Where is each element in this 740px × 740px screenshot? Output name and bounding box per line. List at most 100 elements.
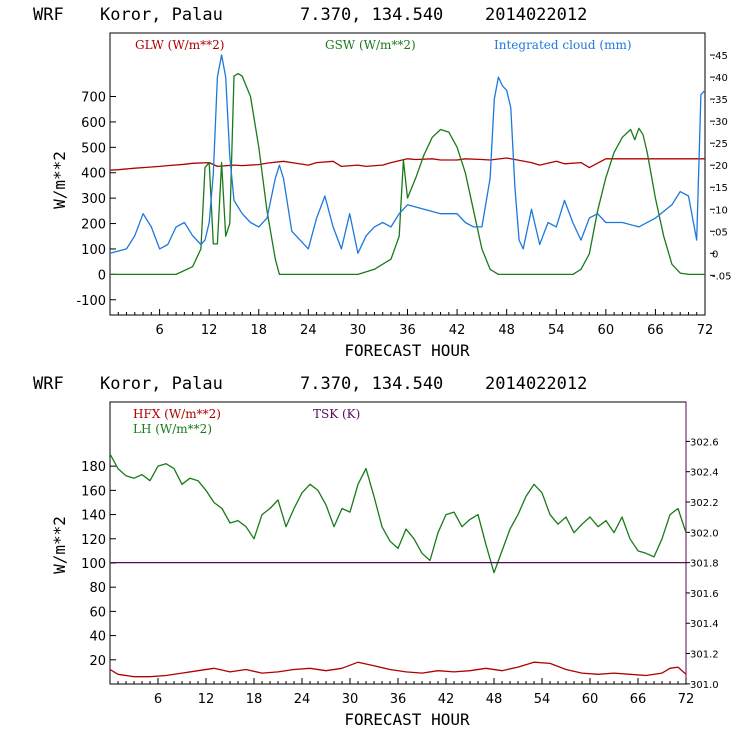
panel2-frame — [109, 401, 687, 685]
right-tick-label: .20 — [712, 161, 728, 172]
series-glw-line — [109, 157, 705, 171]
panel2-legend: HFX (W/m**2) LH (W/m**2) TSK (K) — [133, 407, 360, 436]
x-tick-label: 6 — [154, 692, 162, 707]
y-tick-label: 40 — [89, 630, 106, 645]
y-tick-label: 60 — [89, 605, 106, 620]
panel1-series — [109, 54, 706, 276]
x-tick-label: 54 — [534, 692, 551, 707]
right-tick-label: .05 — [712, 227, 728, 238]
right-tick-label: .10 — [712, 205, 728, 216]
y-tick-label: 180 — [81, 460, 106, 475]
x-tick-label: 12 — [201, 323, 218, 338]
x-tick-label: 18 — [250, 323, 267, 338]
right-tick-label: .35 — [712, 95, 728, 106]
panel2-xlabel: FORECAST HOUR — [344, 710, 470, 729]
y-tick-label: 200 — [81, 218, 106, 233]
right-tick-label: .45 — [712, 51, 728, 62]
x-tick-label: 12 — [198, 692, 215, 707]
right-tick-label: 301.2 — [690, 650, 719, 661]
right-tick-label: 302.4 — [690, 468, 719, 479]
right-tick-label: .15 — [712, 183, 728, 194]
legend-gsw: GSW (W/m**2) — [325, 38, 416, 52]
panel1-coords: 7.370, 134.540 — [300, 5, 443, 25]
legend-hfx: HFX (W/m**2) — [133, 407, 221, 421]
x-tick-label: 18 — [246, 692, 263, 707]
panel2-x-ticks: 6 12 18 24 30 36 42 48 54 60 66 72 — [117, 678, 695, 707]
panel2-model: WRF — [33, 374, 64, 394]
right-tick-label: 301.4 — [690, 619, 719, 630]
y-tick-label: 160 — [81, 484, 106, 499]
panel1-right-ticks: -.05 0 .05 .10 .15 .20 .25 .30 .35 .40 .45 — [710, 51, 732, 282]
x-tick-label: 24 — [300, 323, 317, 338]
x-tick-label: 60 — [582, 692, 599, 707]
panel1-x-ticks: 6 12 18 24 30 36 42 48 54 60 66 72 — [117, 309, 714, 338]
right-tick-label: .30 — [712, 117, 728, 128]
radiation-cloud-panel: WRF Koror, Palau 7.370, 134.540 20140220… — [33, 5, 732, 360]
panel2-coords: 7.370, 134.540 — [300, 374, 443, 394]
panel2-ylabel: W/m**2 — [50, 516, 69, 574]
series-hfx-line — [109, 661, 687, 678]
y-tick-label: 100 — [81, 557, 106, 572]
x-tick-label: 66 — [630, 692, 647, 707]
x-tick-label: 72 — [697, 323, 714, 338]
right-tick-label: 302.0 — [690, 528, 719, 539]
right-tick-label: 0 — [712, 249, 718, 260]
y-tick-label: 300 — [81, 192, 106, 207]
panel2-header: WRF Koror, Palau 7.370, 134.540 20140220… — [33, 374, 587, 394]
x-tick-label: 48 — [486, 692, 503, 707]
right-tick-label: 301.6 — [690, 589, 719, 600]
x-tick-label: 6 — [155, 323, 163, 338]
legend-cloud: Integrated cloud (mm) — [494, 38, 632, 52]
panel2-right-ticks: 301.0 301.2 301.4 301.6 301.8 302.0 302.2 302.4… — [686, 437, 719, 691]
right-tick-label: .25 — [712, 139, 728, 150]
legend-lh: LH (W/m**2) — [133, 422, 212, 436]
panel1-xlabel: FORECAST HOUR — [344, 341, 470, 360]
x-tick-label: 36 — [399, 323, 416, 338]
x-tick-label: 36 — [390, 692, 407, 707]
x-tick-label: 72 — [678, 692, 695, 707]
x-tick-label: 66 — [647, 323, 664, 338]
series-lh-line — [109, 453, 687, 574]
y-tick-label: 120 — [81, 533, 106, 548]
x-tick-label: 48 — [498, 323, 515, 338]
right-tick-label: 301.0 — [690, 680, 719, 691]
panel1-model: WRF — [33, 5, 64, 25]
right-tick-label: -.05 — [712, 271, 732, 282]
x-tick-label: 42 — [438, 692, 455, 707]
surface-flux-panel: WRF Koror, Palau 7.370, 134.540 20140220… — [33, 374, 719, 729]
x-tick-label: 42 — [449, 323, 466, 338]
panel1-frame — [109, 32, 706, 316]
y-tick-label: 500 — [81, 141, 106, 156]
legend-glw: GLW (W/m**2) — [135, 38, 224, 52]
panel1-header: WRF Koror, Palau 7.370, 134.540 20140220… — [33, 5, 587, 25]
y-tick-label: -100 — [76, 294, 106, 309]
y-tick-label: 700 — [81, 91, 106, 106]
series-integrated-line — [109, 54, 706, 254]
x-tick-label: 30 — [342, 692, 359, 707]
y-tick-label: 140 — [81, 509, 106, 524]
panel2-init: 2014022012 — [485, 374, 587, 394]
panel1-left-ticks: -100 0 100 200 300 400 500 600 700 — [76, 91, 116, 309]
x-tick-label: 30 — [350, 323, 367, 338]
panel2-series — [109, 453, 687, 678]
right-tick-label: 302.6 — [690, 437, 719, 448]
panel1-ylabel: W/m**2 — [50, 151, 69, 209]
y-tick-label: 80 — [89, 581, 106, 596]
right-tick-label: 302.2 — [690, 498, 719, 509]
panel1-location: Koror, Palau — [100, 5, 223, 25]
panel1-init: 2014022012 — [485, 5, 587, 25]
x-tick-label: 54 — [548, 323, 565, 338]
panel1-legend: GLW (W/m**2) GSW (W/m**2) Integrated clo… — [135, 38, 632, 52]
x-tick-label: 24 — [294, 692, 311, 707]
right-tick-label: 301.8 — [690, 559, 719, 570]
panel2-location: Koror, Palau — [100, 374, 223, 394]
panel2-left-ticks: 20 40 60 80 100 120 140 160 180 — [81, 460, 116, 669]
y-tick-label: 20 — [89, 654, 106, 669]
series-gsw-line — [110, 72, 705, 276]
y-tick-label: 400 — [81, 167, 106, 182]
y-tick-label: 100 — [81, 243, 106, 258]
right-tick-label: .40 — [712, 73, 728, 84]
y-tick-label: 600 — [81, 116, 106, 131]
y-tick-label: 0 — [98, 268, 106, 283]
